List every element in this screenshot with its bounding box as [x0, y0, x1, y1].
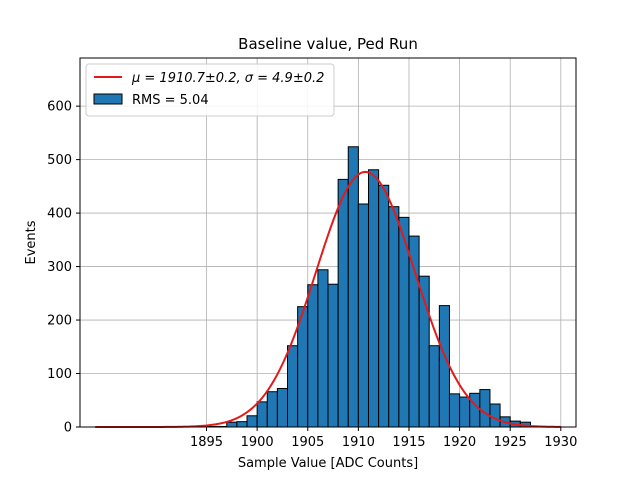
- histogram-bar-1897: [226, 421, 238, 428]
- histogram-bar-1917: [428, 345, 440, 428]
- histogram-bar-1898: [236, 421, 248, 428]
- legend-histogram-label: RMS = 5.04: [132, 93, 209, 108]
- x-axis-label: Sample Value [ADC Counts]: [238, 456, 418, 471]
- histogram-bar-1900: [256, 401, 268, 428]
- legend-box: [85, 63, 335, 117]
- y-tick-label-600: 600: [47, 100, 72, 115]
- x-axis-ticks: 1895 1900 1905 1910 1915 1920 1925 1930: [190, 427, 577, 450]
- y-tick-label-400: 400: [47, 207, 72, 222]
- histogram-bar-1911: [367, 169, 380, 428]
- x-tick-label-1905: 1905: [291, 435, 324, 450]
- x-tick-label-1895: 1895: [190, 435, 223, 450]
- histogram-bar-1915: [408, 235, 420, 428]
- y-tick-label-200: 200: [47, 314, 72, 329]
- histogram-bar-1918: [438, 305, 450, 428]
- histogram-bar-1899: [246, 415, 258, 428]
- x-tick-label-1925: 1925: [494, 435, 527, 450]
- histogram-bar-1919: [448, 393, 461, 428]
- histogram-bar-1906: [317, 269, 329, 428]
- y-tick-label-100: 100: [47, 367, 72, 382]
- legend-histogram-swatch: [93, 93, 123, 105]
- histogram-bar-1908: [337, 178, 349, 428]
- x-tick-label-1920: 1920: [443, 435, 476, 450]
- y-axis-label: Events: [24, 220, 39, 264]
- histogram-bar-1901: [266, 391, 278, 428]
- histogram-bar-1921: [469, 392, 481, 428]
- histogram-bar-1910: [357, 203, 369, 428]
- x-tick-label-1900: 1900: [241, 435, 274, 450]
- legend-fit-label: μ = 1910.7±0.2, σ = 4.9±0.2: [131, 71, 324, 86]
- y-tick-label-300: 300: [47, 260, 72, 275]
- y-tick-label-500: 500: [47, 153, 72, 168]
- chart-title: Baseline value, Ped Run: [238, 35, 418, 53]
- x-tick-label-1930: 1930: [544, 435, 577, 450]
- histogram-bar-1905: [307, 284, 319, 428]
- histogram-bar-1923: [489, 403, 501, 428]
- histogram-bar-1903: [287, 345, 299, 428]
- histogram-bar-1913: [388, 206, 400, 428]
- x-tick-label-1910: 1910: [342, 435, 375, 450]
- plot-frame: [79, 57, 577, 428]
- histogram-bar-1909: [347, 146, 359, 428]
- histogram-bar-1907: [327, 283, 339, 428]
- y-axis-ticks: 0 100 200 300 400 500 600: [47, 100, 80, 436]
- x-tick-label-1915: 1915: [392, 435, 425, 450]
- histogram-bar-1912: [378, 184, 390, 428]
- y-tick-label-0: 0: [64, 421, 72, 436]
- histogram-bar-1920: [459, 396, 471, 428]
- histogram-bar-1922: [479, 389, 491, 428]
- legend: μ = 1910.7±0.2, σ = 4.9±0.2 RMS = 5.04: [85, 63, 335, 117]
- histogram-bar-1902: [276, 387, 289, 428]
